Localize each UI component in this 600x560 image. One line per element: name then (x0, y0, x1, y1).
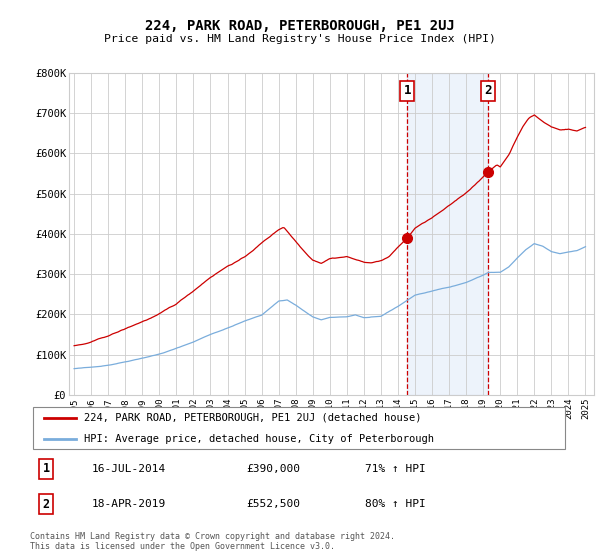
Text: 224, PARK ROAD, PETERBOROUGH, PE1 2UJ (detached house): 224, PARK ROAD, PETERBOROUGH, PE1 2UJ (d… (84, 413, 421, 423)
Text: 1: 1 (43, 463, 50, 475)
Text: 2: 2 (485, 85, 492, 97)
Text: Contains HM Land Registry data © Crown copyright and database right 2024.
This d: Contains HM Land Registry data © Crown c… (30, 532, 395, 552)
Text: 71% ↑ HPI: 71% ↑ HPI (365, 464, 425, 474)
Text: 2: 2 (43, 497, 50, 511)
Text: £390,000: £390,000 (246, 464, 300, 474)
Text: £552,500: £552,500 (246, 499, 300, 509)
Text: 18-APR-2019: 18-APR-2019 (92, 499, 166, 509)
Bar (407, 73, 488, 395)
Text: HPI: Average price, detached house, City of Peterborough: HPI: Average price, detached house, City… (84, 434, 434, 444)
Text: 224, PARK ROAD, PETERBOROUGH, PE1 2UJ: 224, PARK ROAD, PETERBOROUGH, PE1 2UJ (145, 20, 455, 34)
Text: Price paid vs. HM Land Registry's House Price Index (HPI): Price paid vs. HM Land Registry's House … (104, 34, 496, 44)
Text: 1: 1 (403, 85, 411, 97)
FancyBboxPatch shape (33, 407, 565, 449)
Text: 16-JUL-2014: 16-JUL-2014 (92, 464, 166, 474)
Text: 80% ↑ HPI: 80% ↑ HPI (365, 499, 425, 509)
